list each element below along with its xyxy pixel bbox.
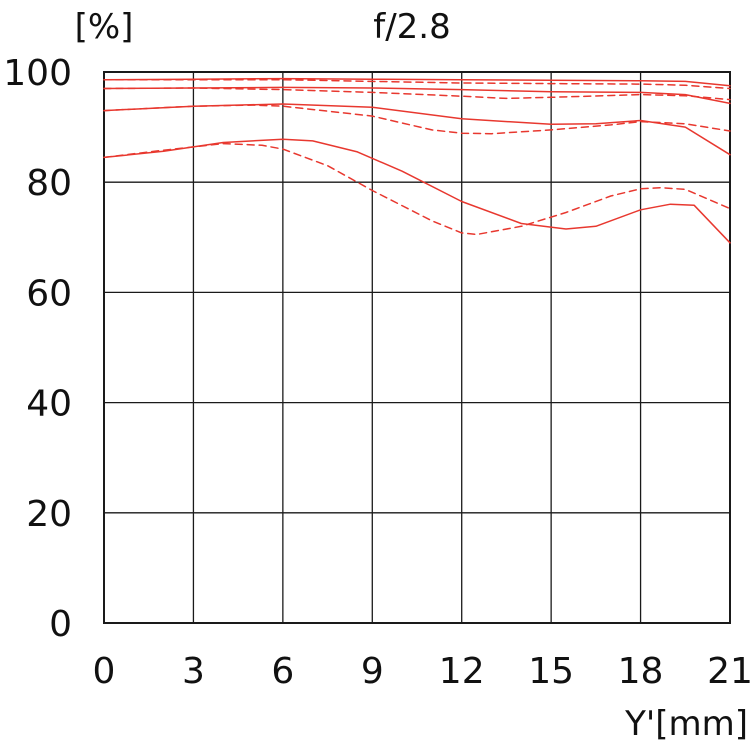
x-axis-label: Y'[mm] [624,704,748,744]
series-line-1-solid [103,77,731,87]
y-tick-label-1: 20 [26,494,72,535]
chart-title: f/2.8 [373,7,451,47]
y-tick-label-5: 100 [3,53,72,94]
series-line-3-solid [103,86,731,105]
series-line-2-dashed [103,78,731,90]
series-line-5-solid [103,103,731,156]
y-tick-labels: 0 20 40 60 80 100 [3,53,72,645]
series-group [103,77,731,244]
series-line-8-dashed [103,142,731,236]
y-tick-label-0: 0 [49,604,72,645]
x-tick-label-7: 21 [707,651,750,692]
x-tick-label-0: 0 [93,651,116,692]
y-tick-label-2: 40 [26,384,72,425]
x-tick-labels: 0 3 6 9 12 15 18 21 [93,651,750,692]
x-tick-label-3: 9 [361,651,384,692]
x-tick-label-1: 3 [182,651,205,692]
y-tick-label-4: 80 [26,163,72,204]
grid [103,71,731,624]
x-tick-label-2: 6 [271,651,294,692]
x-tick-label-4: 12 [439,651,485,692]
series-line-4-dashed [103,87,731,101]
series-line-7-solid [103,138,731,244]
plot-frame [103,71,731,624]
series-line-6-dashed [103,104,731,135]
y-tick-label-3: 60 [26,273,72,314]
y-axis-label: [%] [75,7,134,47]
x-tick-label-5: 15 [528,651,574,692]
x-tick-label-6: 18 [618,651,664,692]
